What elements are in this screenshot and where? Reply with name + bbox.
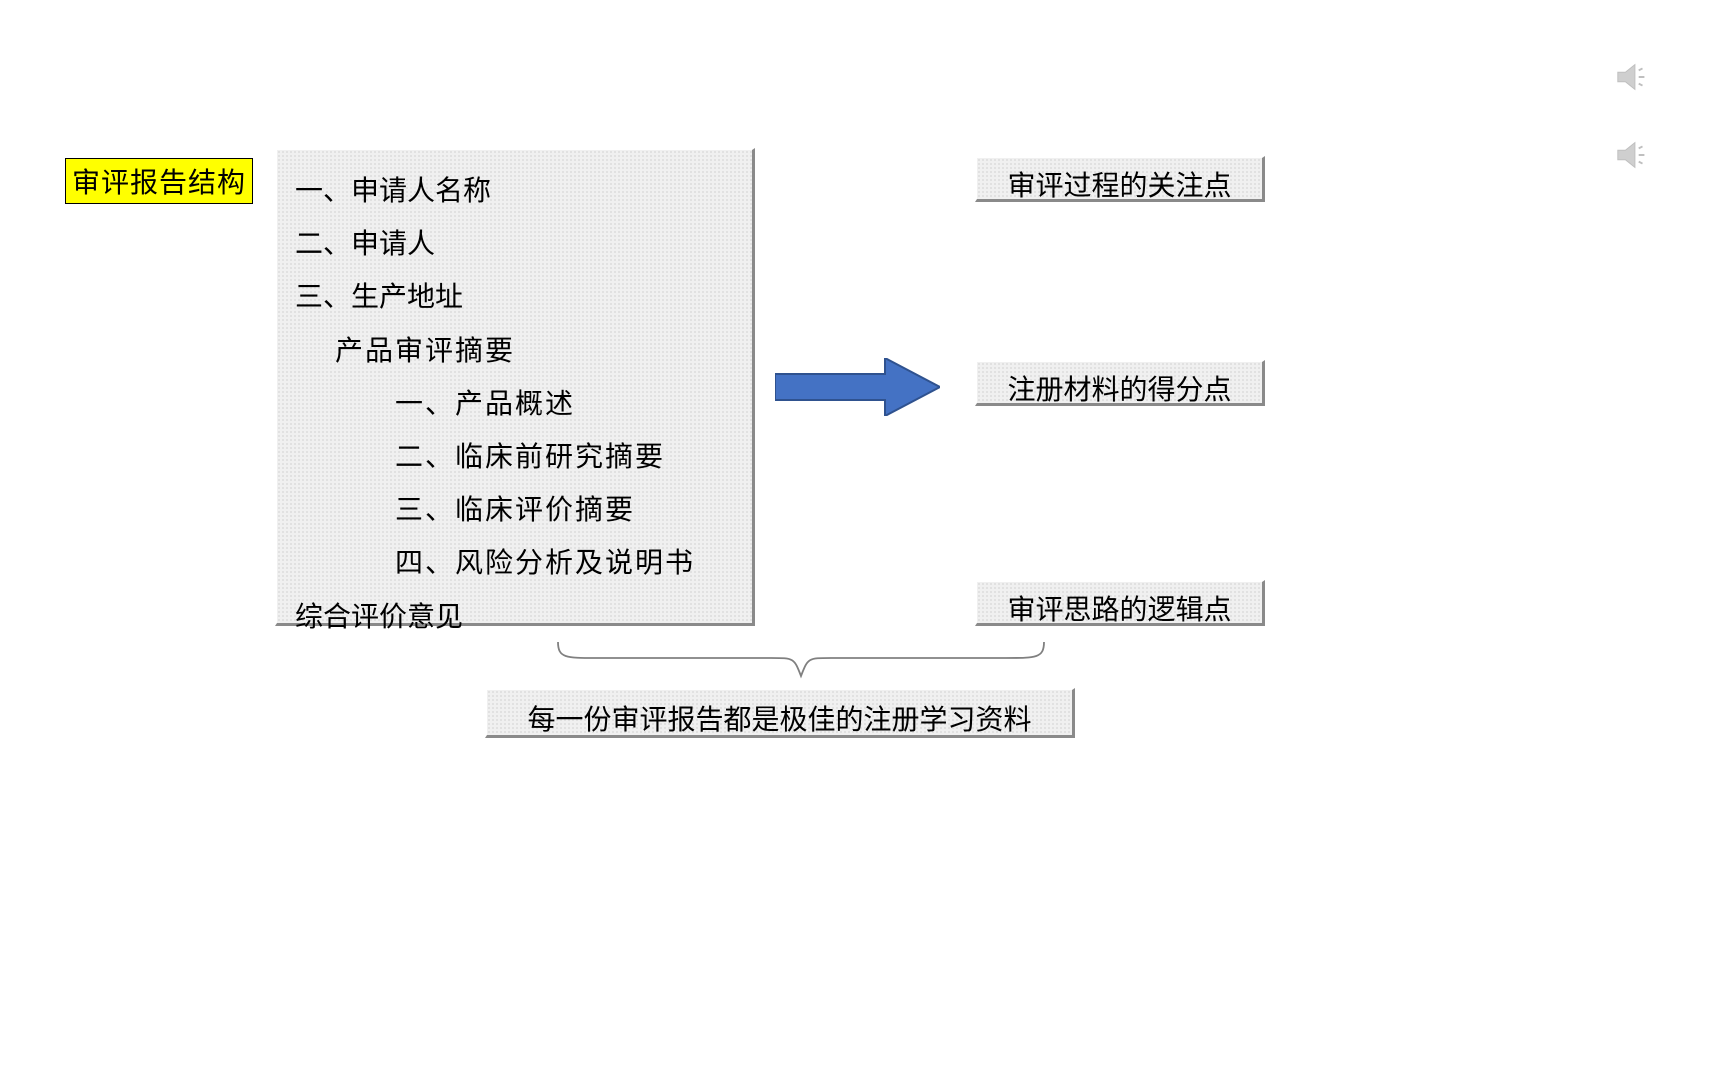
key-box: 审评思路的逻辑点 xyxy=(975,580,1265,626)
speaker-icon xyxy=(1614,62,1652,92)
key-box: 审评过程的关注点 xyxy=(975,156,1265,202)
outline-item: 二、临床前研究摘要 xyxy=(295,430,734,483)
outline-item: 一、申请人名称 xyxy=(295,164,734,217)
key-box-text: 审评思路的逻辑点 xyxy=(1007,594,1231,625)
conclusion-box: 每一份审评报告都是极佳的注册学习资料 xyxy=(485,688,1075,738)
outline-item: 产品审评摘要 xyxy=(295,324,734,377)
key-box-text: 注册材料的得分点 xyxy=(1007,374,1231,405)
outline-item: 综合评价意见 xyxy=(295,590,734,643)
outline-item: 三、生产地址 xyxy=(295,270,734,323)
conclusion-text: 每一份审评报告都是极佳的注册学习资料 xyxy=(527,704,1031,735)
outline-item: 三、临床评价摘要 xyxy=(295,483,734,536)
title-box: 审评报告结构 xyxy=(65,158,253,204)
brace-icon xyxy=(556,640,1046,680)
speaker-icon xyxy=(1614,140,1652,170)
outline-item: 二、申请人 xyxy=(295,217,734,270)
right-arrow-icon xyxy=(775,358,940,416)
outline-item: 四、风险分析及说明书 xyxy=(295,536,734,589)
title-text: 审评报告结构 xyxy=(72,167,246,198)
outline-item: 一、产品概述 xyxy=(295,377,734,430)
key-box-text: 审评过程的关注点 xyxy=(1007,170,1231,201)
outline-box: 一、申请人名称 二、申请人 三、生产地址 产品审评摘要 一、产品概述 二、临床前… xyxy=(275,148,755,626)
key-box: 注册材料的得分点 xyxy=(975,360,1265,406)
